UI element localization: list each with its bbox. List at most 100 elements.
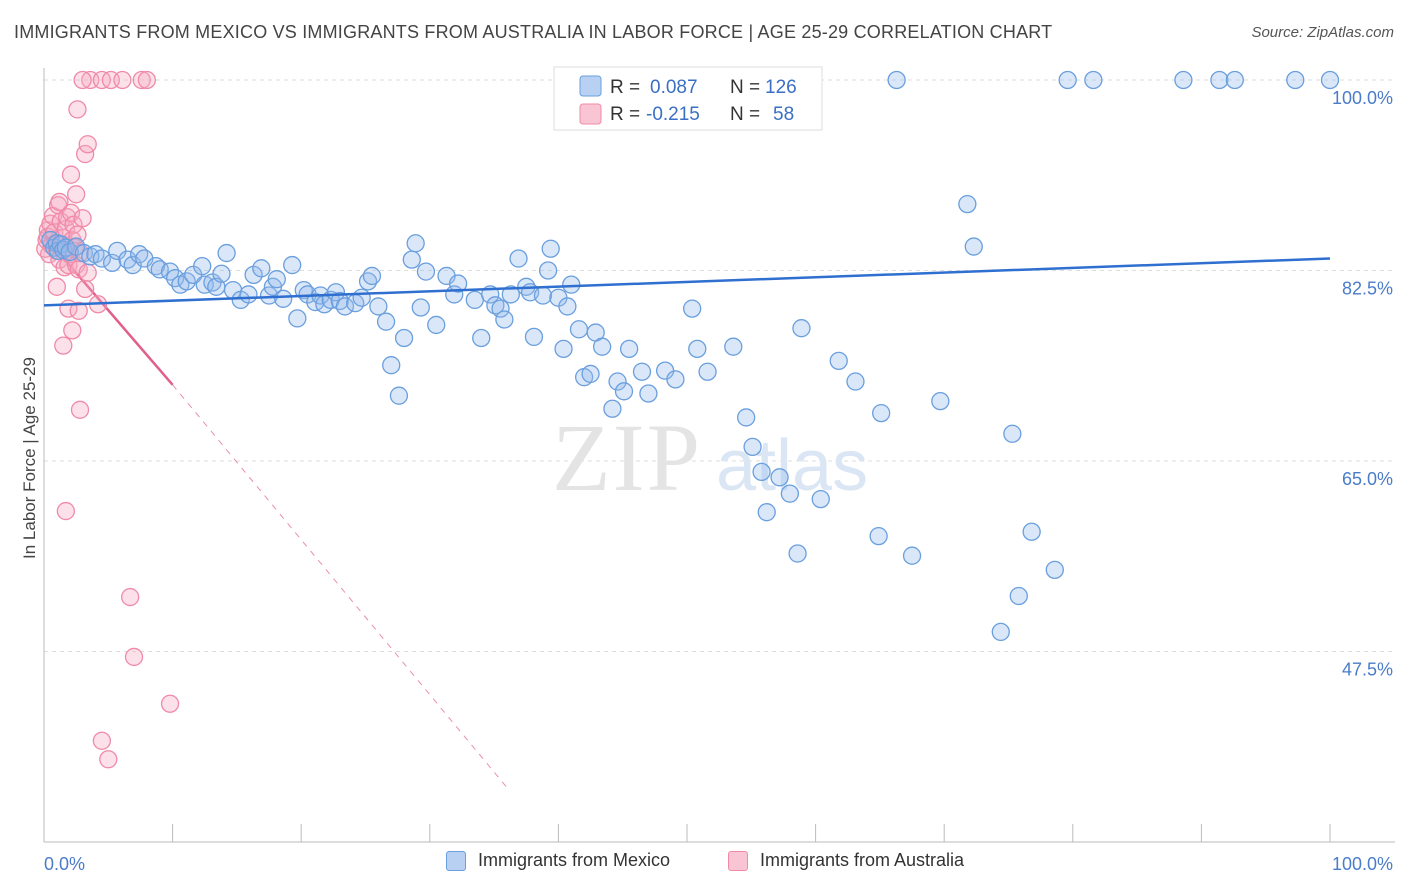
point-mexico-31 (217, 243, 236, 263)
points-mexico (41, 70, 1340, 642)
legend-r-label: R = (610, 77, 640, 98)
point-mexico-99 (666, 370, 685, 389)
point-mexico-62 (406, 234, 425, 253)
point-mexico-69 (465, 290, 484, 310)
legend-item-mexico[interactable]: Immigrants from Mexico (446, 850, 670, 871)
point-australia-50 (73, 70, 92, 90)
points-australia (36, 70, 180, 769)
point-mexico-68 (448, 274, 468, 293)
y-tick-label-3: 100.0% (1332, 88, 1393, 108)
chart-title: IMMIGRANTS FROM MEXICO VS IMMIGRANTS FRO… (14, 22, 1053, 42)
point-mexico-24 (177, 272, 196, 291)
point-mexico-110 (788, 544, 807, 563)
point-mexico-91 (592, 337, 612, 356)
point-mexico-123 (1009, 586, 1028, 606)
point-mexico-92 (603, 399, 622, 418)
point-mexico-106 (752, 462, 771, 482)
bottom-legend: Immigrants from Mexico Immigrants from A… (0, 850, 1406, 880)
point-mexico-13 (103, 253, 122, 273)
point-mexico-125 (1045, 560, 1064, 580)
point-mexico-37 (259, 286, 279, 305)
point-mexico-61 (402, 250, 421, 269)
point-mexico-40 (274, 289, 293, 308)
point-mexico-16 (123, 255, 142, 275)
watermark-zip: ZIP (552, 404, 702, 511)
point-australia-54 (124, 647, 144, 667)
watermark-atlas: atlas (716, 426, 868, 506)
point-mexico-82 (541, 239, 560, 258)
point-mexico-131 (1286, 70, 1305, 90)
point-mexico-93 (608, 372, 627, 391)
trend-mexico (43, 257, 1331, 307)
point-mexico-70 (472, 328, 491, 348)
point-mexico-75 (501, 285, 520, 304)
point-mexico-114 (846, 372, 865, 391)
point-mexico-113 (829, 351, 848, 371)
point-australia-52 (56, 501, 76, 521)
trend-australia (43, 234, 508, 788)
point-mexico-109 (780, 484, 800, 503)
legend-n-label: N = (730, 77, 760, 98)
x-tick-label-1: 100.0% (1332, 854, 1393, 874)
point-mexico-72 (486, 296, 505, 315)
point-mexico-53 (352, 288, 371, 307)
point-mexico-133 (887, 70, 906, 90)
legend-r-mexico: 0.087 (650, 77, 698, 98)
point-mexico-127 (1084, 70, 1103, 90)
point-mexico-74 (495, 310, 514, 329)
point-mexico-108 (770, 468, 789, 487)
point-mexico-50 (330, 291, 349, 311)
point-mexico-107 (757, 503, 776, 522)
point-australia-39 (61, 165, 81, 184)
point-mexico-86 (562, 275, 581, 294)
legend-r-australia: -0.215 (646, 104, 700, 125)
point-mexico-59 (389, 386, 409, 405)
point-mexico-96 (632, 362, 652, 381)
watermark: ZIP atlas (552, 404, 868, 511)
point-mexico-64 (416, 262, 436, 281)
point-mexico-112 (811, 489, 830, 509)
axes (43, 68, 1395, 843)
point-australia-55 (160, 694, 180, 713)
point-mexico-73 (491, 299, 510, 318)
point-australia-36 (63, 321, 82, 340)
point-mexico-122 (1003, 424, 1022, 443)
trend-line-australia-extension (172, 384, 508, 788)
legend-item-australia[interactable]: Immigrants from Australia (728, 850, 964, 871)
point-mexico-30 (212, 264, 231, 283)
legend-r-label-2: R = (610, 104, 640, 125)
legend-swatch-australia (579, 103, 602, 125)
point-mexico-102 (698, 362, 717, 381)
point-australia-40 (67, 185, 86, 204)
point-mexico-84 (554, 339, 573, 359)
legend-swatch-australia-bottom (728, 850, 748, 871)
point-australia-32 (47, 277, 67, 296)
legend-label-mexico: Immigrants from Mexico (478, 850, 671, 870)
point-mexico-81 (538, 261, 558, 280)
point-mexico-12 (92, 249, 112, 268)
point-mexico-51 (335, 297, 355, 316)
point-australia-23 (64, 215, 83, 234)
legend-n-australia: 58 (773, 104, 794, 125)
point-mexico-121 (991, 622, 1010, 642)
y-tick-label-1: 65.0% (1342, 469, 1393, 489)
point-mexico-80 (533, 286, 553, 305)
point-mexico-85 (558, 297, 577, 316)
point-mexico-97 (639, 384, 658, 403)
point-mexico-36 (252, 259, 271, 278)
point-australia-51 (70, 400, 90, 419)
point-mexico-65 (427, 315, 446, 335)
source-credit: Source: ZipAtlas.com (1251, 24, 1394, 41)
legend-box: R = 0.087 N = 126 R = -0.215 N = 58 (553, 66, 823, 131)
legend-swatch-mexico-bottom (446, 850, 466, 871)
point-mexico-49 (326, 283, 346, 302)
tick-labels: 47.5% 65.0% 82.5% 100.0% 0.0% 100.0% (44, 88, 1393, 874)
point-mexico-56 (369, 297, 388, 316)
legend-swatch-mexico (579, 75, 602, 97)
point-australia-56 (92, 731, 112, 750)
legend-n-label-2: N = (730, 104, 760, 125)
point-mexico-95 (619, 339, 639, 359)
trend-line-mexico (43, 257, 1331, 307)
point-australia-31 (78, 263, 97, 282)
